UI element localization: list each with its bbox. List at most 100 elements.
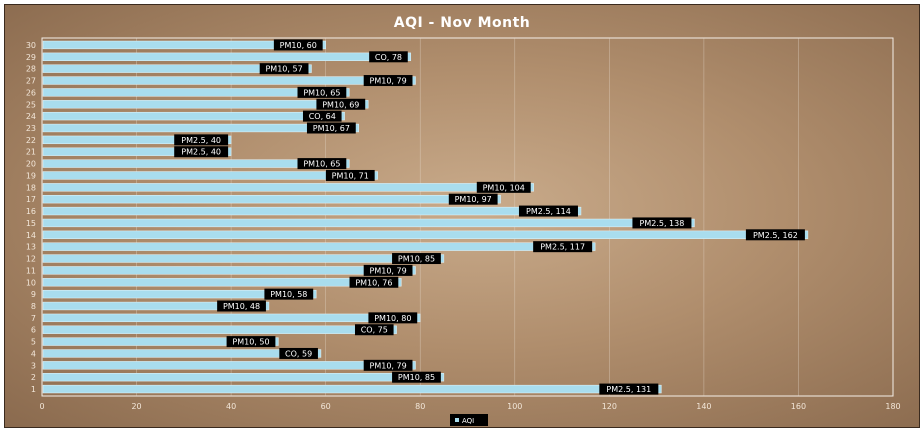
- data-label-text: PM2.5, 40: [181, 148, 221, 157]
- data-label: PM10, 57: [259, 63, 309, 75]
- data-label-text: PM10, 60: [280, 41, 317, 50]
- data-label-text: CO, 64: [309, 112, 336, 121]
- y-tick-label: 20: [26, 160, 36, 169]
- data-label-box: [354, 324, 394, 336]
- data-label: PM10, 48: [217, 300, 266, 312]
- data-label-text: PM10, 69: [322, 100, 359, 109]
- data-label-box: [349, 276, 399, 288]
- data-label: PM2.5, 114: [518, 205, 578, 217]
- bar: [42, 242, 596, 251]
- y-tick-label: 7: [31, 314, 36, 323]
- bar: [42, 195, 501, 204]
- y-tick-label: 21: [26, 148, 36, 157]
- x-tick-label: 0: [39, 402, 44, 411]
- data-label-box: [264, 288, 314, 300]
- x-axis-ticks: 0 20 40 60 80 100 120 140 160 180: [39, 402, 900, 411]
- plot-area: [41, 37, 894, 397]
- data-label-box: [297, 158, 347, 170]
- data-label-box: [363, 75, 413, 87]
- bar: [42, 206, 582, 216]
- bar: [42, 218, 695, 228]
- data-label-box: [518, 205, 578, 217]
- bar: [42, 64, 312, 73]
- bar: [42, 147, 232, 156]
- y-axis-ticks: 1234567891011121314151617181920212223242…: [26, 41, 36, 394]
- data-label-box: [745, 229, 805, 241]
- data-label-box: [476, 181, 531, 193]
- bar: [42, 289, 317, 299]
- data-label: PM10, 69: [316, 98, 366, 110]
- data-label-text: PM10, 85: [398, 255, 435, 264]
- data-label-box: [259, 63, 309, 75]
- data-label-box: [369, 51, 408, 63]
- data-label: PM10, 85: [392, 253, 441, 265]
- bars-group: [42, 40, 809, 394]
- data-label-text: PM10, 58: [270, 290, 307, 299]
- bar: [42, 123, 360, 133]
- data-labels-group: PM2.5, 131 PM10, 85 PM10, 79 CO, 59 PM10, 50…: [174, 39, 805, 395]
- data-label-text: PM10, 65: [303, 88, 340, 97]
- bar: [42, 135, 232, 145]
- y-tick-label: 16: [26, 207, 36, 216]
- data-label-box: [325, 169, 375, 181]
- data-label-text: PM10, 97: [455, 195, 492, 204]
- data-label-box: [174, 134, 229, 146]
- bar: [42, 373, 445, 382]
- data-label-text: PM2.5, 114: [526, 207, 571, 216]
- y-tick-label: 6: [31, 326, 36, 335]
- data-label: CO, 64: [302, 110, 342, 122]
- data-label-text: CO, 75: [361, 326, 388, 335]
- y-tick-label: 2: [31, 373, 36, 382]
- data-label-text: PM10, 48: [223, 302, 260, 311]
- data-label: PM10, 65: [297, 158, 347, 170]
- data-label-text: PM10, 76: [355, 278, 392, 287]
- data-label: PM10, 65: [297, 86, 347, 98]
- y-tick-label: 27: [26, 77, 36, 86]
- data-label-box: [632, 217, 692, 229]
- data-label: PM10, 85: [392, 371, 441, 383]
- data-label-box: [599, 383, 659, 395]
- data-label: PM10, 79: [363, 359, 413, 371]
- data-label: PM2.5, 131: [599, 383, 659, 395]
- x-tick-label: 100: [507, 402, 522, 411]
- bar: [42, 100, 369, 109]
- data-label-text: PM10, 67: [313, 124, 350, 133]
- data-label-text: PM2.5, 117: [540, 243, 585, 252]
- data-label-box: [316, 98, 366, 110]
- data-label: PM10, 67: [306, 122, 356, 134]
- data-label-box: [533, 241, 593, 253]
- y-tick-label: 26: [26, 88, 36, 97]
- y-tick-label: 14: [26, 231, 36, 240]
- bar: [42, 171, 378, 180]
- data-label-box: [297, 86, 347, 98]
- data-label-text: PM10, 80: [374, 314, 411, 323]
- data-label-box: [392, 253, 441, 265]
- data-label-text: PM10, 65: [303, 160, 340, 169]
- bar: [42, 52, 412, 61]
- bar: [42, 230, 809, 239]
- data-label-text: PM2.5, 162: [753, 231, 798, 240]
- y-tick-label: 8: [31, 302, 36, 311]
- x-tick-label: 60: [321, 402, 331, 411]
- data-label: PM10, 50: [226, 336, 276, 348]
- data-label-text: CO, 59: [285, 349, 312, 358]
- y-tick-label: 29: [26, 53, 36, 62]
- data-label-text: PM10, 104: [483, 183, 525, 192]
- y-tick-label: 1: [31, 385, 36, 394]
- y-tick-label: 30: [26, 41, 36, 50]
- data-label: PM10, 97: [448, 193, 498, 205]
- x-tick-label: 140: [696, 402, 711, 411]
- legend-box: [450, 414, 488, 426]
- data-label: PM10, 71: [325, 169, 375, 181]
- data-label-text: PM10, 50: [232, 338, 269, 347]
- data-label-text: PM2.5, 138: [640, 219, 685, 228]
- bar: [42, 337, 279, 346]
- data-label-text: CO, 78: [375, 53, 402, 62]
- x-tick-label: 20: [131, 402, 141, 411]
- data-label: PM10, 76: [349, 276, 399, 288]
- y-tick-label: 10: [26, 278, 36, 287]
- y-tick-label: 15: [26, 219, 36, 228]
- data-label: PM10, 79: [363, 75, 413, 87]
- data-label: CO, 75: [354, 324, 394, 336]
- data-label-box: [279, 347, 318, 359]
